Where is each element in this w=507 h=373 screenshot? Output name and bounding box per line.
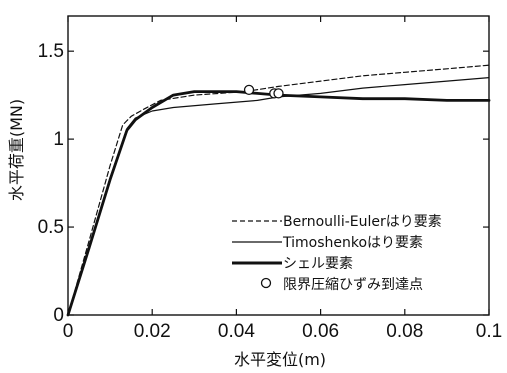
legend-label-limit-strain: 限界圧縮ひずみ到達点 bbox=[283, 277, 423, 293]
timoshenko-line bbox=[67, 76, 490, 316]
limit-strain-markers bbox=[243, 84, 284, 99]
legend: Bernoulli-Eulerはり要素 Timoshenkoはり要素 シェル要素… bbox=[232, 214, 442, 293]
limit-strain-point bbox=[243, 84, 255, 96]
plot-frame bbox=[67, 15, 490, 316]
limit-strain-point bbox=[273, 88, 284, 99]
y-tick-label: 1.5 bbox=[38, 41, 64, 62]
bernoulli-euler-line bbox=[67, 64, 490, 316]
x-tick-label: 0.08 bbox=[386, 321, 423, 342]
x-tick-label: 0 bbox=[63, 321, 74, 342]
y-tick-label: 1 bbox=[53, 129, 64, 150]
tick-marks bbox=[67, 16, 490, 316]
series-lines bbox=[66, 64, 491, 317]
legend-marker-circle bbox=[260, 277, 272, 289]
x-tick-labels: 0 0.02 0.04 0.06 0.08 0.1 bbox=[63, 321, 503, 342]
y-tick-labels: 0 0.5 1 1.5 bbox=[38, 41, 64, 326]
y-axis-label: 水平荷重(MN) bbox=[7, 99, 26, 201]
y-tick-label: 0.5 bbox=[38, 217, 64, 238]
y-tick-label: 0 bbox=[53, 305, 64, 326]
shell-element-line bbox=[66, 90, 491, 317]
legend-label-shell: シェル要素 bbox=[283, 256, 353, 272]
x-tick-label: 0.06 bbox=[302, 321, 339, 342]
x-tick-label: 0.02 bbox=[134, 321, 171, 342]
legend-label-timoshenko: Timoshenkoはり要素 bbox=[282, 235, 423, 251]
x-tick-label: 0.1 bbox=[476, 321, 502, 342]
x-tick-label: 0.04 bbox=[218, 321, 255, 342]
x-axis-label: 水平変位(m) bbox=[234, 350, 326, 369]
legend-label-bernoulli: Bernoulli-Eulerはり要素 bbox=[283, 214, 442, 230]
